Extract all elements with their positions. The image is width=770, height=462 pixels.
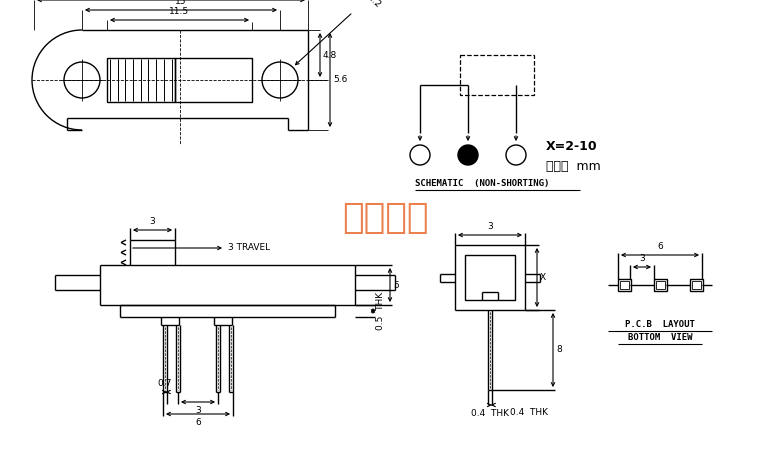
- Text: 2-φ2.2: 2-φ2.2: [355, 0, 382, 10]
- Text: 3: 3: [487, 222, 493, 231]
- Bar: [654, 279, 667, 291]
- Circle shape: [458, 145, 478, 165]
- Text: BOTTOM  VIEW: BOTTOM VIEW: [628, 333, 692, 342]
- Bar: [460, 55, 534, 95]
- Text: 6: 6: [657, 242, 663, 251]
- Text: 3: 3: [195, 406, 201, 415]
- Bar: [107, 58, 175, 102]
- Text: 0.7: 0.7: [158, 379, 172, 388]
- Text: P.C.B  LAYOUT: P.C.B LAYOUT: [625, 320, 695, 329]
- Text: 3 TRAVEL: 3 TRAVEL: [228, 243, 270, 253]
- Text: 3: 3: [639, 254, 645, 263]
- Bar: [656, 281, 665, 289]
- Bar: [620, 281, 629, 289]
- Bar: [465, 255, 515, 300]
- Text: 8: 8: [556, 346, 562, 354]
- Bar: [618, 279, 631, 291]
- Text: 单位：  mm: 单位： mm: [546, 160, 601, 174]
- Text: X: X: [540, 273, 546, 282]
- Bar: [690, 279, 703, 291]
- Text: 5: 5: [393, 280, 399, 290]
- Text: 15: 15: [176, 0, 187, 6]
- Bar: [175, 58, 252, 102]
- Text: 11.5: 11.5: [169, 7, 189, 16]
- Text: X=2-10: X=2-10: [546, 140, 598, 153]
- Text: 0.4  THK: 0.4 THK: [510, 408, 548, 417]
- Text: 0.5  THK: 0.5 THK: [376, 292, 385, 330]
- Bar: [692, 281, 701, 289]
- Text: 0.4  THK: 0.4 THK: [471, 409, 509, 418]
- Text: 4.8: 4.8: [323, 50, 337, 60]
- Text: 3: 3: [149, 217, 156, 226]
- Text: 5.6: 5.6: [333, 75, 347, 85]
- Text: 6: 6: [195, 418, 201, 427]
- Text: SCHEMATIC  (NON-SHORTING): SCHEMATIC (NON-SHORTING): [415, 179, 549, 188]
- Text: 兆一电子: 兆一电子: [342, 201, 428, 235]
